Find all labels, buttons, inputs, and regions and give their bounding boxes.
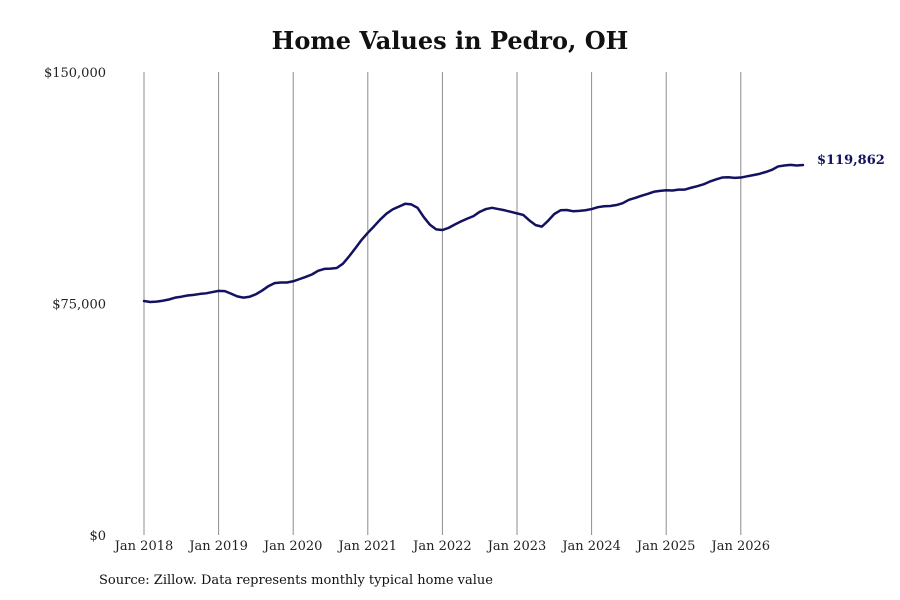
y-tick-label: $0 bbox=[89, 529, 106, 544]
x-tick-label: Jan 2021 bbox=[337, 539, 398, 554]
series-group: $119,862 bbox=[142, 153, 885, 304]
y-tick-label: $75,000 bbox=[52, 298, 106, 313]
chart-title: Home Values in Pedro, OH bbox=[271, 26, 629, 55]
x-tick-label: Jan 2025 bbox=[635, 539, 696, 554]
series-line bbox=[142, 163, 805, 304]
grid-lines bbox=[143, 72, 742, 535]
x-tick-label: Jan 2020 bbox=[262, 539, 323, 554]
x-tick-label: Jan 2022 bbox=[411, 539, 472, 554]
x-axis-ticks: Jan 2018 Jan 2019 Jan 2020 Jan 2021 Jan 2022… bbox=[113, 539, 770, 554]
x-tick-label: Jan 2019 bbox=[187, 539, 248, 554]
end-value-label: $119,862 bbox=[817, 153, 885, 168]
y-tick-label: $150,000 bbox=[44, 66, 106, 81]
x-tick-label: Jan 2018 bbox=[113, 539, 174, 554]
y-axis-ticks: $0 $75,000 $150,000 bbox=[44, 66, 106, 544]
x-tick-label: Jan 2024 bbox=[560, 539, 621, 554]
source-note: Source: Zillow. Data represents monthly … bbox=[99, 573, 493, 588]
x-tick-label: Jan 2023 bbox=[486, 539, 547, 554]
x-tick-label: Jan 2026 bbox=[710, 539, 771, 554]
